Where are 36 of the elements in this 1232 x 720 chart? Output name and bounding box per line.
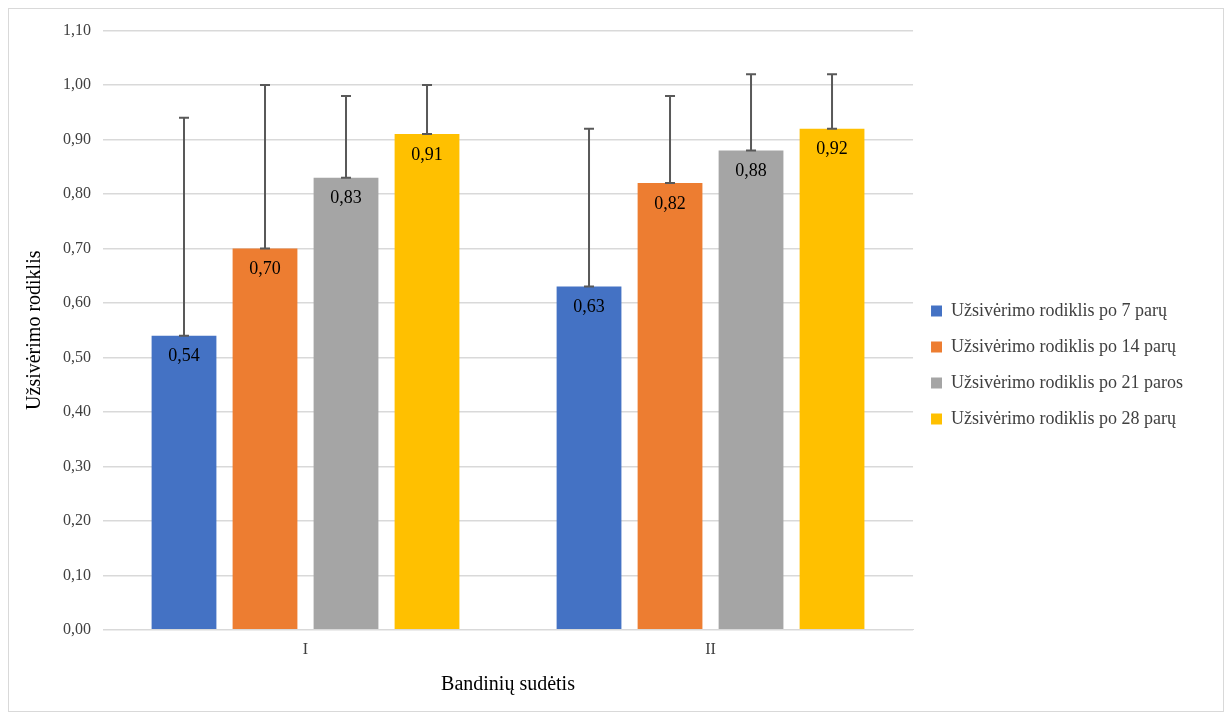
legend-label: Užsivėrimo rodiklis po 7 parų: [951, 299, 1168, 320]
data-label: 0,70: [249, 258, 281, 279]
data-label: 0,82: [654, 192, 686, 213]
y-tick-label: 0,60: [63, 293, 91, 311]
y-tick-label: 0,80: [63, 184, 91, 202]
data-label: 0,63: [573, 296, 605, 317]
bar: [394, 134, 460, 630]
data-label: 0,54: [168, 345, 200, 366]
y-tick-label: 0,00: [63, 620, 91, 637]
bar: [637, 183, 703, 630]
y-tick-label: 0,10: [63, 565, 91, 583]
x-tick-label: I: [302, 639, 309, 657]
bar: [232, 248, 298, 630]
data-label: 0,92: [816, 138, 848, 159]
x-tick-label: II: [705, 639, 716, 657]
data-label: 0,83: [330, 187, 362, 208]
y-tick-label: 0,70: [63, 238, 91, 256]
data-label: 0,88: [735, 160, 767, 181]
bar: [799, 128, 865, 630]
y-tick-label: 0,20: [63, 511, 91, 529]
legend-label: Užsivėrimo rodiklis po 21 paros: [951, 371, 1184, 392]
bar: [718, 150, 784, 630]
legend-label: Užsivėrimo rodiklis po 14 parų: [951, 335, 1177, 356]
y-tick-label: 0,50: [63, 347, 91, 365]
y-tick-label: 1,00: [63, 75, 91, 93]
y-tick-label: 0,30: [63, 456, 91, 474]
y-axis-title: Užsivėrimo rodiklis: [22, 250, 45, 410]
data-label: 0,91: [411, 143, 443, 164]
x-axis-title: Bandinių sudėtis: [441, 672, 576, 696]
y-tick-label: 0,90: [63, 129, 91, 147]
legend-label: Užsivėrimo rodiklis po 28 parų: [951, 407, 1177, 428]
y-tick-label: 1,10: [63, 20, 91, 38]
bar: [556, 286, 622, 630]
y-tick-label: 0,40: [63, 402, 91, 420]
bar: [313, 177, 379, 630]
bar: [151, 335, 217, 630]
